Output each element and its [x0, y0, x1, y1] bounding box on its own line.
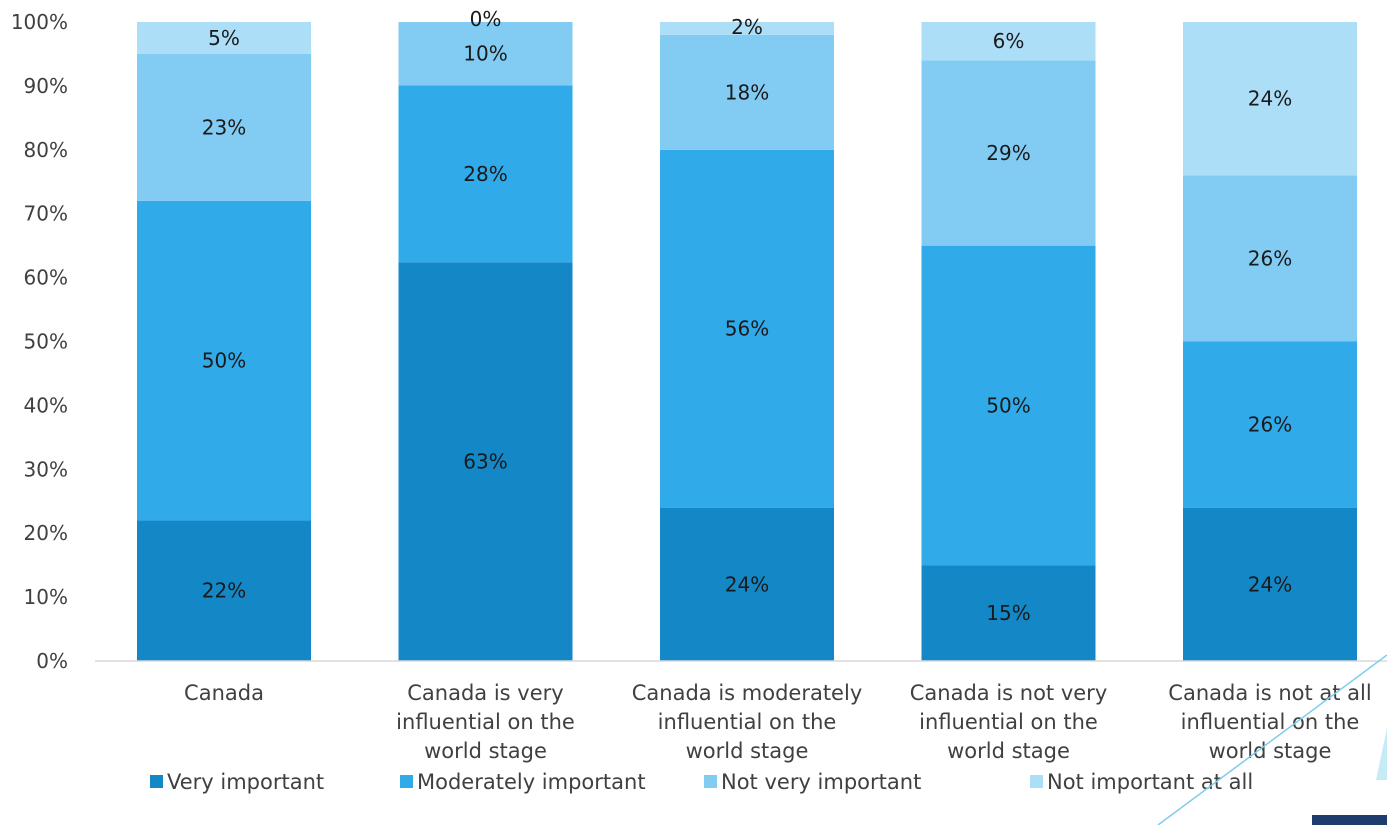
data-label: 5%	[208, 26, 240, 50]
bar-segment	[398, 85, 573, 263]
x-tick-label: Canada is very	[407, 681, 563, 705]
bar-segment	[921, 245, 1096, 566]
x-axis: Canada Canada is very influential on the wo…	[184, 681, 1372, 763]
x-tick-label: Canada is not at all	[1168, 681, 1371, 705]
bar-segment	[1183, 341, 1357, 508]
bar-segment	[137, 520, 311, 661]
data-label: 18%	[725, 80, 769, 104]
data-label: 22%	[202, 579, 246, 603]
data-label: 6%	[993, 29, 1025, 53]
x-tick-label: influential on the	[658, 710, 837, 734]
bar-segment	[1183, 22, 1357, 176]
bar-segment	[137, 22, 311, 54]
data-label: 24%	[725, 572, 769, 596]
x-tick-label: influential on the	[396, 710, 575, 734]
bar-segment	[1183, 175, 1357, 342]
bar-segment	[921, 60, 1096, 246]
bar-segment	[660, 34, 834, 150]
y-axis: 0% 10% 20% 30% 40% 50% 60% 70% 80% 90% 100%	[11, 10, 68, 673]
legend-label: Not very important	[721, 770, 921, 794]
data-label: 0%	[470, 7, 502, 31]
data-label: 63%	[463, 450, 507, 474]
bars	[137, 22, 1357, 661]
legend-swatch	[704, 775, 717, 788]
decorative-line	[1157, 654, 1387, 825]
data-labels: 22% 50% 23% 5% 63% 28% 10% 0% 24% 56% 18% 2% 15% 50% 2…	[202, 7, 1292, 625]
bar-segment	[137, 53, 311, 201]
legend: Very important Moderately important Not ve…	[150, 770, 1253, 794]
data-label: 15%	[986, 601, 1030, 625]
decorative-triangle	[1376, 728, 1387, 780]
y-tick-label: 90%	[24, 74, 68, 98]
bar-segment	[660, 507, 834, 661]
x-tick-label: Canada	[184, 681, 264, 705]
legend-swatch	[400, 775, 413, 788]
x-tick-label: influential on the	[1181, 710, 1360, 734]
y-tick-label: 60%	[24, 266, 68, 290]
bar-segment	[921, 565, 1096, 661]
data-label: 50%	[986, 393, 1030, 417]
bar-segment	[660, 149, 834, 508]
corner-decoration	[1157, 654, 1387, 825]
bar-segment	[660, 22, 834, 35]
y-tick-label: 10%	[24, 585, 68, 609]
x-tick-label: world stage	[424, 739, 547, 763]
y-tick-label: 50%	[24, 330, 68, 354]
data-label: 26%	[1248, 413, 1292, 437]
data-label: 26%	[1248, 246, 1292, 270]
data-label: 56%	[725, 317, 769, 341]
data-label: 24%	[1248, 87, 1292, 111]
x-tick-label: world stage	[1209, 739, 1332, 763]
legend-label: Moderately important	[417, 770, 646, 794]
bar-segment	[137, 200, 311, 521]
data-label: 24%	[1248, 572, 1292, 596]
legend-label: Very important	[167, 770, 324, 794]
x-tick-label: influential on the	[919, 710, 1098, 734]
data-label: 50%	[202, 349, 246, 373]
y-tick-label: 40%	[24, 393, 68, 417]
data-label: 10%	[463, 42, 507, 66]
data-label: 29%	[986, 141, 1030, 165]
bar-segment	[398, 22, 573, 86]
x-tick-label: Canada is not very	[910, 681, 1108, 705]
y-tick-label: 70%	[24, 202, 68, 226]
data-label: 23%	[202, 115, 246, 139]
y-tick-label: 20%	[24, 521, 68, 545]
x-tick-label: world stage	[947, 739, 1070, 763]
bar-segment	[1183, 507, 1357, 661]
y-tick-label: 80%	[24, 138, 68, 162]
x-tick-label: world stage	[686, 739, 809, 763]
legend-label: Not important at all	[1047, 770, 1253, 794]
y-tick-label: 30%	[24, 457, 68, 481]
data-label: 28%	[463, 162, 507, 186]
legend-swatch	[150, 775, 163, 788]
y-tick-label: 100%	[11, 10, 68, 34]
bar-segment	[398, 262, 573, 661]
bar-segment	[921, 22, 1096, 61]
x-tick-label: Canada is moderately	[632, 681, 863, 705]
legend-swatch	[1030, 775, 1043, 788]
data-label: 2%	[731, 15, 763, 39]
decorative-bar	[1312, 815, 1387, 825]
y-tick-label: 0%	[36, 649, 68, 673]
